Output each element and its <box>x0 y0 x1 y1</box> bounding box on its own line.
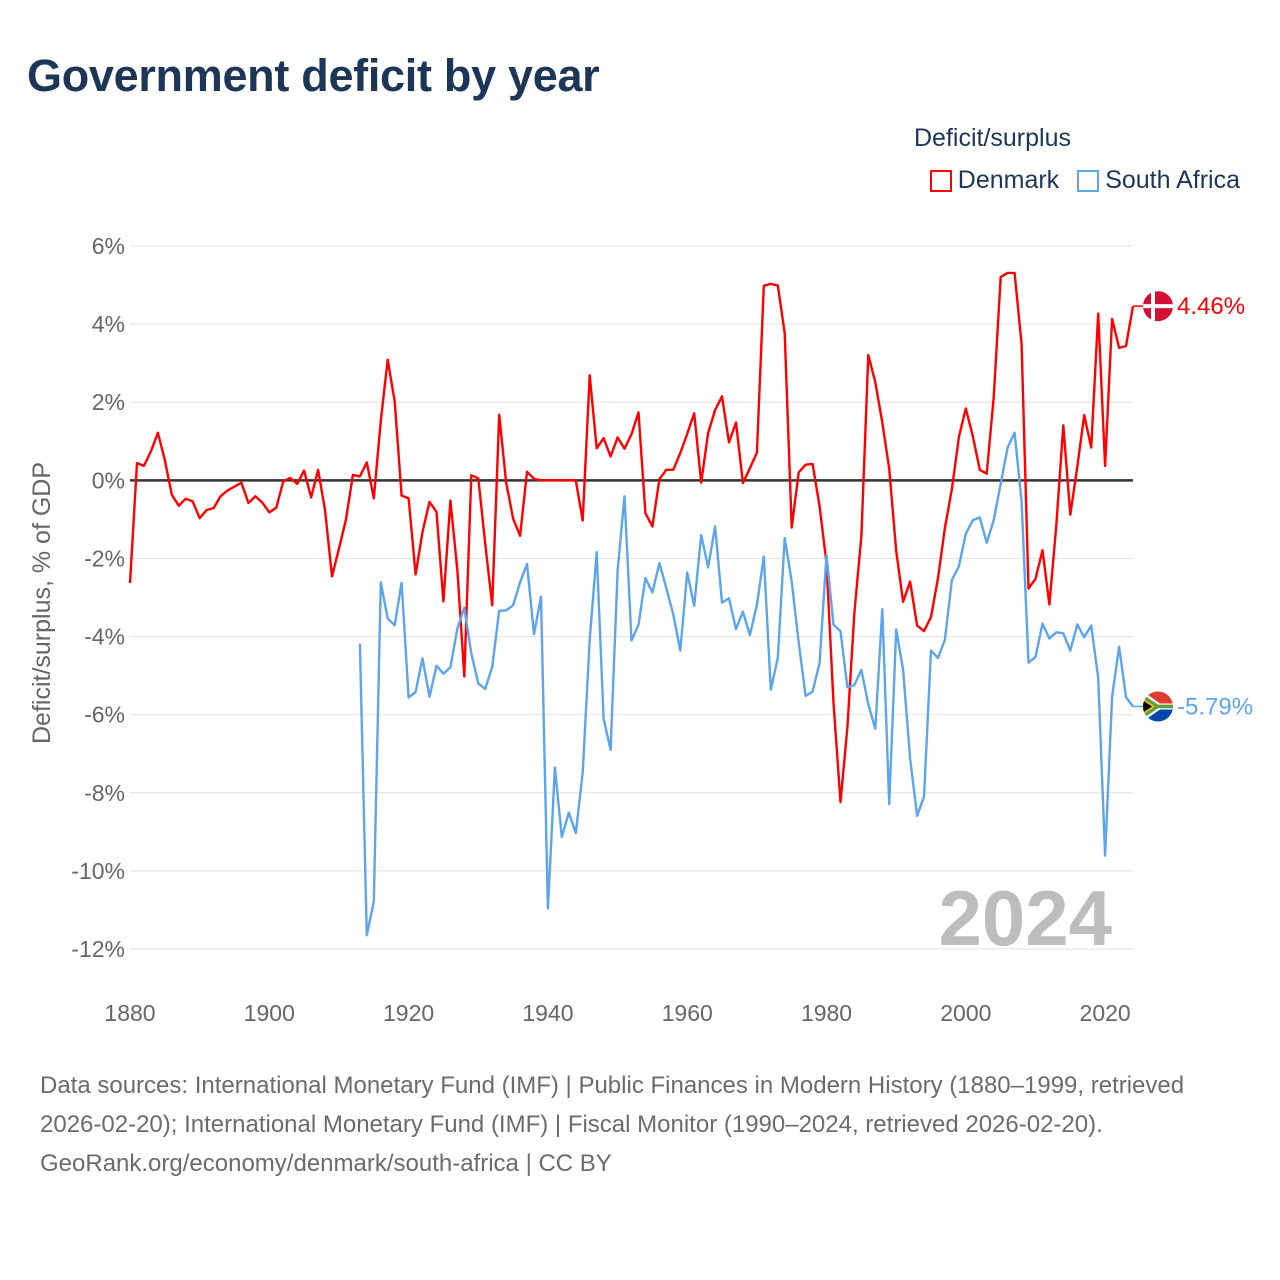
y-axis-label: Deficit/surplus, % of GDP <box>28 462 56 744</box>
source-note: Data sources: International Monetary Fun… <box>40 1066 1240 1183</box>
x-tick-label: 1960 <box>662 1000 713 1026</box>
denmark-end-value: 4.46% <box>1177 293 1245 320</box>
y-tick-label: -12% <box>71 936 125 962</box>
x-tick-label: 1880 <box>104 1000 155 1026</box>
y-tick-label: 6% <box>92 233 125 259</box>
denmark-flag-icon <box>1143 291 1173 322</box>
y-tick-label: -2% <box>84 545 125 571</box>
legend-item-denmark[interactable]: Denmark <box>929 166 1060 195</box>
x-tick-label: 1940 <box>522 1000 573 1026</box>
legend-item-south-africa[interactable]: South Africa <box>1077 166 1240 195</box>
year-watermark: 2024 <box>938 874 1112 962</box>
y-tick-label: -10% <box>71 858 125 884</box>
legend-label-denmark: Denmark <box>957 166 1060 194</box>
chart-title: Government deficit by year <box>27 50 600 101</box>
y-axis-ticks: 6% 4% 2% 0% -2% -4% -6% -8% -10% -12% <box>71 233 125 962</box>
gridlines <box>130 245 1133 950</box>
legend: Denmark South Africa <box>929 166 1240 195</box>
south-africa-flag-icon <box>1143 691 1173 722</box>
legend-swatch-denmark <box>929 169 952 192</box>
y-tick-label: -4% <box>84 624 125 650</box>
y-tick-label: -6% <box>84 702 125 728</box>
y-tick-label: 4% <box>92 311 125 337</box>
x-axis-ticks: 1880 1900 1920 1940 1960 1980 2000 2020 <box>104 1000 1130 1026</box>
x-tick-label: 1920 <box>383 1000 434 1026</box>
series-lines <box>128 271 1143 937</box>
denmark-line[interactable] <box>128 271 1135 804</box>
y-tick-label: 0% <box>92 467 125 493</box>
y-tick-label: 2% <box>92 389 125 415</box>
x-tick-label: 2020 <box>1080 1000 1131 1026</box>
x-tick-label: 1980 <box>801 1000 852 1026</box>
x-tick-label: 1900 <box>244 1000 295 1026</box>
y-tick-label: -8% <box>84 780 125 806</box>
x-tick-label: 2000 <box>940 1000 991 1026</box>
legend-label-south-africa: South Africa <box>1105 166 1240 194</box>
legend-swatch-south-africa <box>1077 169 1100 192</box>
credit-link[interactable]: GeoRank.org/economy/denmark/south-africa… <box>40 1150 612 1177</box>
legend-title: Deficit/surplus <box>914 124 1071 152</box>
data-sources-text: Data sources: International Monetary Fun… <box>40 1072 1185 1138</box>
south-africa-end-value: -5.79% <box>1177 693 1253 720</box>
south-africa-line[interactable] <box>358 431 1134 937</box>
end-labels: 4.46% -5.79% <box>1143 291 1253 722</box>
